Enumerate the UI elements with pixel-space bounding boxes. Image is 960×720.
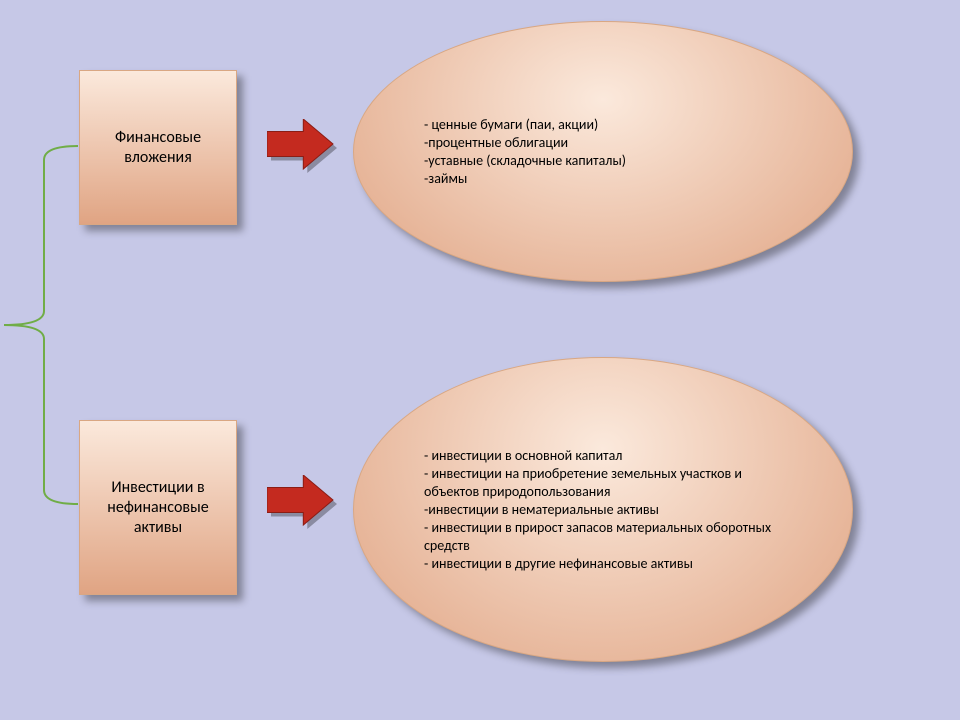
ellipse2-bullet: - инвестиции в прирост запасов материаль… [424, 519, 782, 555]
ellipse1-bullet: - ценные бумаги (паи, акции) [424, 116, 626, 134]
ellipse2-bullet: - инвестиции в другие нефинансовые актив… [424, 555, 782, 573]
box2: Инвестиции в нефинансовые активы [79, 420, 237, 595]
arrow1 [267, 119, 343, 179]
bracket-connector [0, 140, 80, 510]
arrow2 [267, 475, 343, 535]
ellipse2: - инвестиции в основной капитал- инвести… [353, 357, 853, 662]
ellipse2-bullet: - инвестиции на приобретение земельных у… [424, 465, 782, 501]
ellipse2-text: - инвестиции в основной капитал- инвести… [424, 447, 782, 573]
box1: Финансовые вложения [79, 70, 237, 225]
ellipse1: - ценные бумаги (паи, акции)-процентные … [353, 21, 853, 282]
ellipse2-bullet: -инвестиции в нематериальные активы [424, 501, 782, 519]
diagram-canvas: Финансовые вложения Инвестиции в нефинанс… [0, 0, 960, 720]
box2-label: Инвестиции в нефинансовые активы [80, 478, 236, 538]
ellipse1-bullet: -процентные облигации [424, 134, 626, 152]
box1-label: Финансовые вложения [80, 128, 236, 168]
ellipse1-bullet: -займы [424, 170, 626, 188]
ellipse1-bullet: -уставные (складочные капиталы) [424, 152, 626, 170]
ellipse2-bullet: - инвестиции в основной капитал [424, 447, 782, 465]
ellipse1-text: - ценные бумаги (паи, акции)-процентные … [424, 116, 626, 188]
